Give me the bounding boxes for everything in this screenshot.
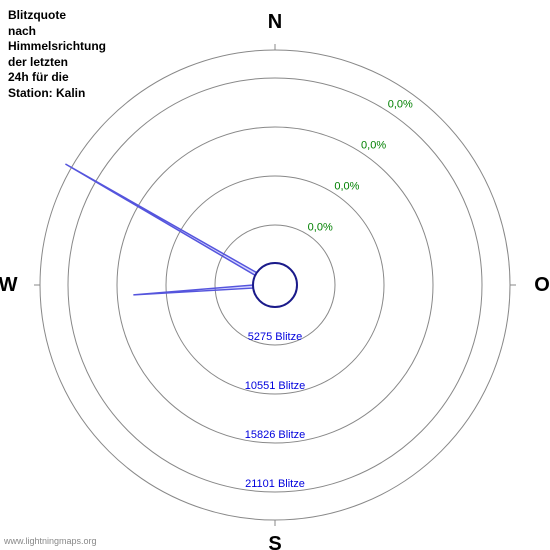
pct-label: 0,0% bbox=[334, 181, 359, 193]
count-label: 15826 Blitze bbox=[245, 429, 306, 441]
polar-chart: N S W O 0,0% 0,0% 0,0% 0,0% 5275 Blitze 10551 Bli… bbox=[0, 0, 550, 550]
pct-label: 0,0% bbox=[361, 139, 386, 151]
grid-ring bbox=[117, 127, 433, 443]
label-west: W bbox=[0, 274, 18, 296]
label-south: S bbox=[268, 533, 281, 550]
petal bbox=[65, 164, 256, 275]
grid-ring bbox=[40, 50, 510, 520]
count-label: 10551 Blitze bbox=[245, 380, 306, 392]
label-north: N bbox=[268, 11, 282, 33]
pct-label: 0,0% bbox=[388, 98, 413, 110]
count-label: 5275 Blitze bbox=[248, 331, 302, 343]
grid-ring bbox=[215, 225, 335, 345]
inner-circle bbox=[253, 263, 297, 307]
source-footer: www.lightningmaps.org bbox=[4, 536, 97, 546]
count-label: 21101 Blitze bbox=[245, 478, 305, 490]
pct-label: 0,0% bbox=[308, 222, 333, 234]
grid-ring bbox=[166, 176, 384, 394]
label-east: O bbox=[534, 274, 550, 296]
petal bbox=[133, 285, 253, 295]
